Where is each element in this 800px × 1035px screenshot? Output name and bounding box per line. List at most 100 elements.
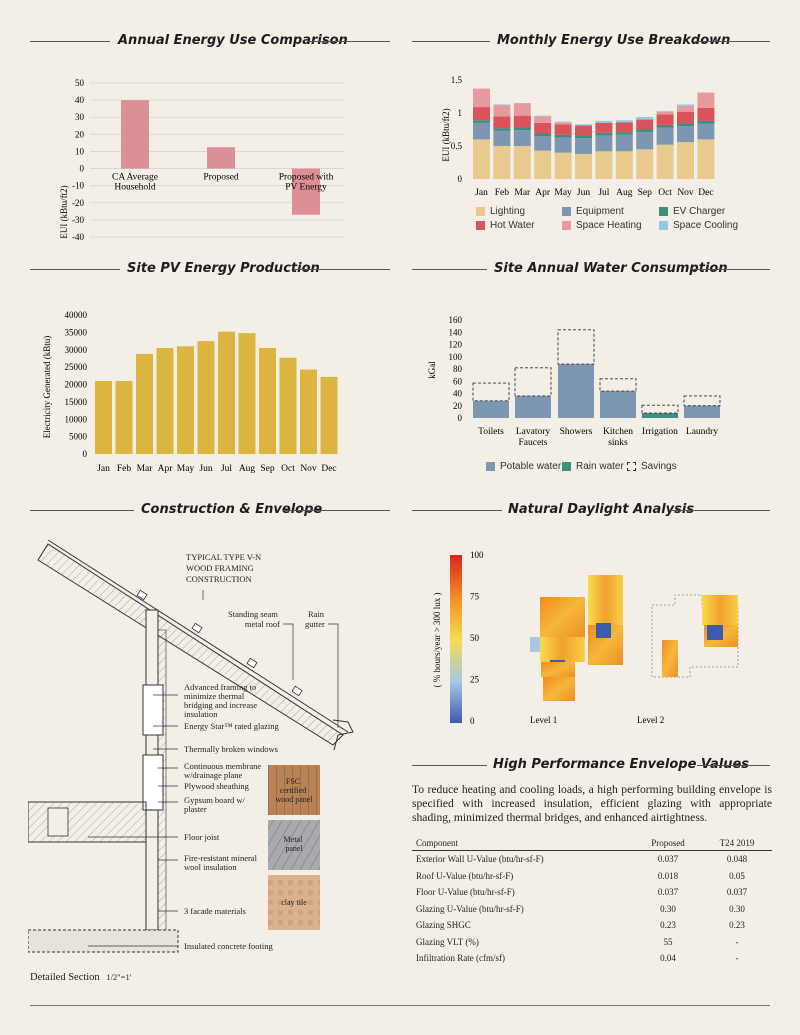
title-rule [412,510,502,511]
category-label-line: Proposed with [279,173,334,183]
title-rule [690,269,770,270]
y-tick-label: 0 [458,174,463,184]
proposed-cell: 0.018 [657,870,679,881]
bar [156,348,174,454]
title-rule [695,41,770,42]
facade-tile-sample [268,875,320,930]
proposed-cell: 0.30 [660,903,676,914]
y-tick-label: 120 [449,340,463,350]
bar-potable [473,400,509,418]
clay-tile-label: clay tile [281,898,307,907]
y-tick-label: 140 [449,327,463,337]
bar-segment [513,115,531,128]
bar-segment [513,130,531,146]
category-label: Kitchen sinks [603,427,633,448]
colorbar-tick: 100 [470,550,484,560]
bar-segment [636,116,654,119]
month-label: Mar [514,188,531,198]
month-label: Jun [199,464,212,474]
legend-label: Lighting [490,206,526,217]
facade-label: 3 facade materials [184,906,246,916]
bar [218,331,235,454]
month-label: Aug [616,188,633,198]
component-cell: Exterior Wall U-Value (btu/hr-sf-F) [416,854,544,865]
legend-equipment: Equipment [562,206,624,217]
facade-wood-sample [268,765,320,815]
bar-segment [513,146,531,179]
month-label: Oct [658,188,672,198]
month-label: Mar [137,464,154,474]
month-label: Nov [300,464,317,474]
svg-text:TYPICAL TYPE V-N WOOD FRAM: TYPICAL TYPE V-N WOOD FRAMING CONSTRUCTI… [186,552,263,584]
bar-segment [615,134,633,152]
title-rule [412,269,487,270]
envelope-intro: To reduce heating and cooling loads, a h… [412,783,772,824]
legend-label: Equipment [576,206,624,217]
bar-segment [554,121,572,123]
legend-hot-water: Hot Water [476,220,535,231]
legend-rain: Rain water [562,461,624,472]
bar-savings [641,404,679,414]
bar-savings [472,382,510,402]
y-tick-label: 40 [75,95,85,105]
roof-assembly [37,543,344,746]
proposed-cell: 0.04 [660,953,676,964]
bar-segment [697,107,715,121]
rain-gutter [332,719,354,751]
bar-segment [595,120,613,123]
category-label-line: Irrigation [642,427,678,437]
bar-segment [595,151,613,179]
y-tick-label: 60 [453,376,463,386]
colorbar [450,555,462,723]
title-rule [30,41,110,42]
advanced-line: bridging and increase [184,700,257,710]
section-scale: 1/2"=1' [106,972,131,982]
advanced-line: minimize thermal [184,691,245,701]
legend-label: Savings [641,461,677,472]
bar-segment [697,92,715,108]
facade-metal-sample [268,820,320,870]
legend-potable: Potable water [486,461,561,472]
legend-swatch [476,221,485,230]
bar [300,369,317,454]
t24-cell: 0.037 [726,887,748,898]
legend-space-heating: Space Heating [562,220,642,231]
legend-label: Space Cooling [673,220,739,231]
bar-savings [599,378,637,392]
bar-segment [493,130,511,146]
bar-segment [575,135,592,139]
bar-segment [595,135,613,152]
bar-segment [554,124,572,135]
bar-segment [636,119,654,130]
section-heading: WOOD FRAMING [186,563,254,573]
roof-metal [47,540,349,733]
proposed-cell: 0.23 [660,920,676,931]
leader-lines [88,590,339,947]
bar-segment [656,124,674,128]
membrane-line: Continuous membrane [184,761,261,771]
bar [95,381,112,454]
t24-cell: - [735,953,739,964]
month-label: Jan [475,188,488,198]
legend-swatch [562,207,571,216]
bar [115,381,133,454]
bar-segment [473,139,490,179]
water-consumption-chart: 0 20 40 60 80 100 120 140 160 kGal Toilets Lavato… [427,315,721,448]
monthly-ylabel: EUI (kBtu/ft2) [441,108,451,161]
level-2-plan [651,594,739,678]
title-rule [293,269,390,270]
month-label: Sep [638,188,653,198]
bar-segment [697,120,715,124]
proposed-cell: 0.037 [657,887,679,898]
bar-segment [656,114,674,125]
legend-swatch [486,462,495,471]
colorbar-tick: 50 [470,633,480,643]
category-label-line: Proposed [203,173,239,183]
t24-cell: 0.30 [729,903,745,914]
bar-segment [575,125,592,136]
bar-segment [656,111,674,112]
bar [207,147,235,169]
y-tick-label: -20 [72,198,84,208]
membrane-label: Continuous membrane w/drainage plane [184,761,263,780]
category-label-line: Laundry [686,427,718,437]
